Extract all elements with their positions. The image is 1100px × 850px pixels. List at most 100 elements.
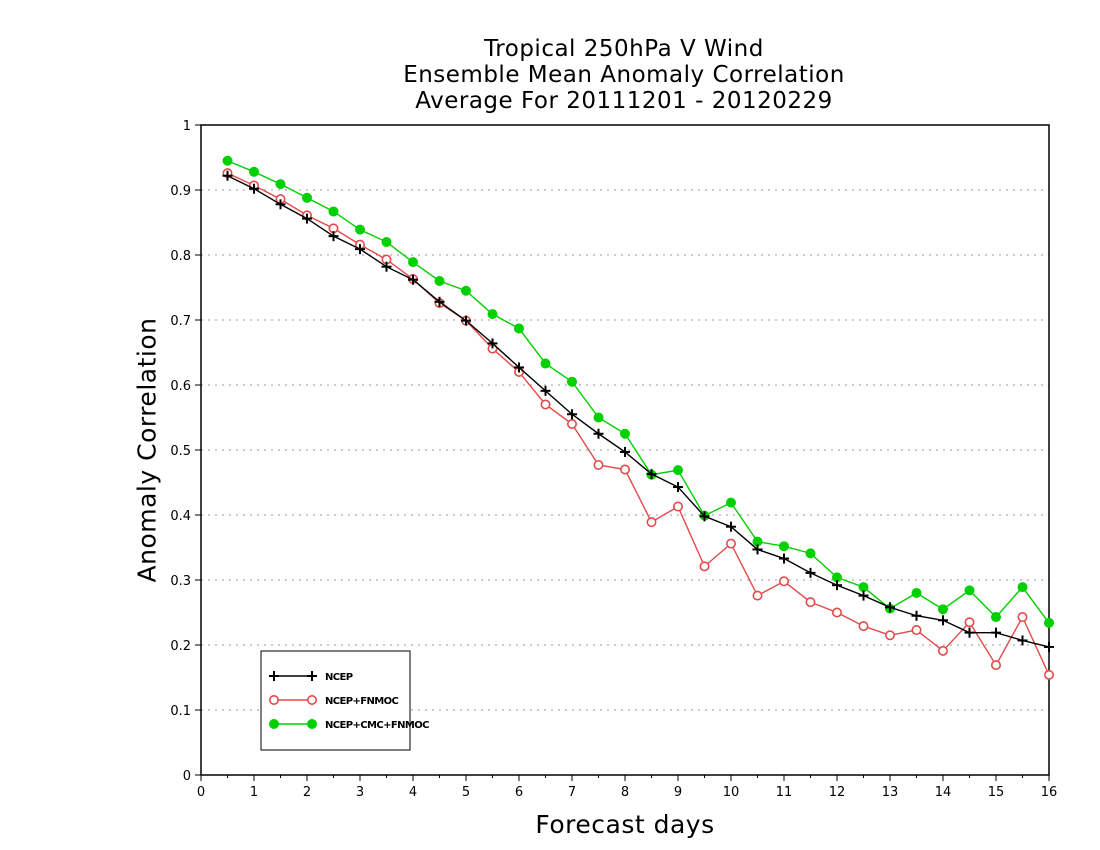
data-point [725, 538, 736, 549]
data-point [620, 446, 630, 457]
chart-title-line-1: Tropical 250hPa V Wind [484, 36, 764, 62]
data-point [408, 274, 418, 285]
y-tick-label: 0.3 [170, 574, 191, 589]
data-point [222, 170, 233, 181]
data-point [673, 482, 683, 493]
series-ncep-cmc-fnmoc [222, 155, 1054, 628]
x-tick-label: 9 [674, 785, 682, 800]
y-tick-label: 0.7 [170, 314, 191, 329]
data-point [699, 561, 710, 572]
data-point [434, 276, 445, 286]
data-point [858, 590, 869, 601]
data-point [355, 224, 365, 235]
x-tick-label: 0 [197, 785, 205, 800]
data-point [646, 517, 657, 528]
x-axis-label: Forecast days [535, 810, 715, 839]
data-point [938, 615, 948, 626]
legend-item: NCEP+CMC+FNMOC [269, 719, 430, 731]
data-point [381, 237, 392, 247]
legend-item: NCEP+FNMOC [268, 694, 399, 707]
data-point [726, 521, 736, 532]
data-point [779, 553, 789, 564]
data-point [1044, 669, 1055, 680]
data-point [249, 183, 259, 194]
data-point [831, 607, 842, 618]
legend-marker [307, 671, 317, 681]
data-point [461, 315, 471, 326]
data-point [328, 231, 339, 242]
data-point [911, 588, 922, 598]
legend-marker [307, 719, 317, 729]
x-tick-label: 8 [621, 785, 629, 800]
x-tick-label: 13 [882, 785, 899, 800]
data-point [911, 625, 922, 636]
data-point [487, 338, 498, 349]
data-point [222, 155, 233, 166]
data-point [964, 627, 975, 638]
legend-label: NCEP+CMC+FNMOC [325, 720, 429, 731]
legend-marker [268, 694, 279, 705]
chart-title-line-3: Average For 20111201 - 20120229 [415, 88, 833, 114]
y-tick-label: 0 [183, 769, 191, 784]
x-tick-label: 14 [935, 785, 952, 800]
series-line [227, 160, 1050, 624]
data-point [646, 469, 657, 480]
data-point [381, 261, 392, 272]
data-point [832, 580, 842, 591]
x-tick-label: 12 [829, 785, 846, 800]
data-point [1017, 612, 1028, 623]
data-point [540, 399, 551, 410]
x-tick-label: 10 [723, 785, 740, 800]
series-ncep [222, 170, 1054, 652]
data-point [805, 597, 816, 608]
data-point [275, 179, 286, 190]
data-point [328, 206, 339, 217]
y-tick-label: 0.4 [170, 509, 191, 524]
data-point [779, 541, 789, 552]
data-point [567, 409, 577, 420]
y-tick-label: 0.9 [170, 184, 191, 199]
data-point [673, 465, 683, 476]
data-point [858, 582, 869, 593]
data-point [964, 585, 975, 596]
data-point [355, 244, 365, 255]
x-tick-label: 5 [462, 785, 470, 800]
legend-marker [269, 671, 279, 681]
data-point [408, 257, 418, 268]
data-point [885, 602, 895, 613]
data-point [752, 544, 763, 555]
y-tick-label: 0.5 [170, 444, 191, 459]
legend-marker [269, 719, 279, 729]
data-point [567, 376, 577, 387]
data-point [593, 412, 604, 423]
data-point [593, 459, 604, 470]
data-point [911, 610, 922, 621]
x-tick-label: 7 [568, 785, 576, 800]
data-point [1044, 641, 1054, 652]
data-point [593, 428, 604, 439]
y-tick-label: 0.1 [170, 704, 191, 719]
data-point [1017, 635, 1028, 646]
y-tick-label: 1 [183, 119, 191, 134]
data-point [540, 385, 551, 396]
series-line [227, 175, 1050, 648]
x-tick-label: 16 [1041, 785, 1058, 800]
data-point [858, 621, 869, 632]
data-point [302, 192, 312, 203]
series-ncep-fnmoc [222, 168, 1055, 680]
data-point [540, 358, 551, 369]
legend-label: NCEP+FNMOC [325, 696, 398, 707]
data-point [938, 604, 948, 615]
data-point [1017, 582, 1028, 593]
data-point [752, 590, 763, 601]
data-point [514, 362, 524, 373]
data-point [672, 501, 683, 512]
y-tick-label: 0.2 [170, 639, 191, 654]
data-point [434, 296, 445, 307]
x-tick-label: 1 [250, 785, 258, 800]
data-point [991, 612, 1001, 623]
data-point [990, 660, 1001, 671]
data-point [302, 213, 312, 224]
data-point [566, 418, 577, 429]
